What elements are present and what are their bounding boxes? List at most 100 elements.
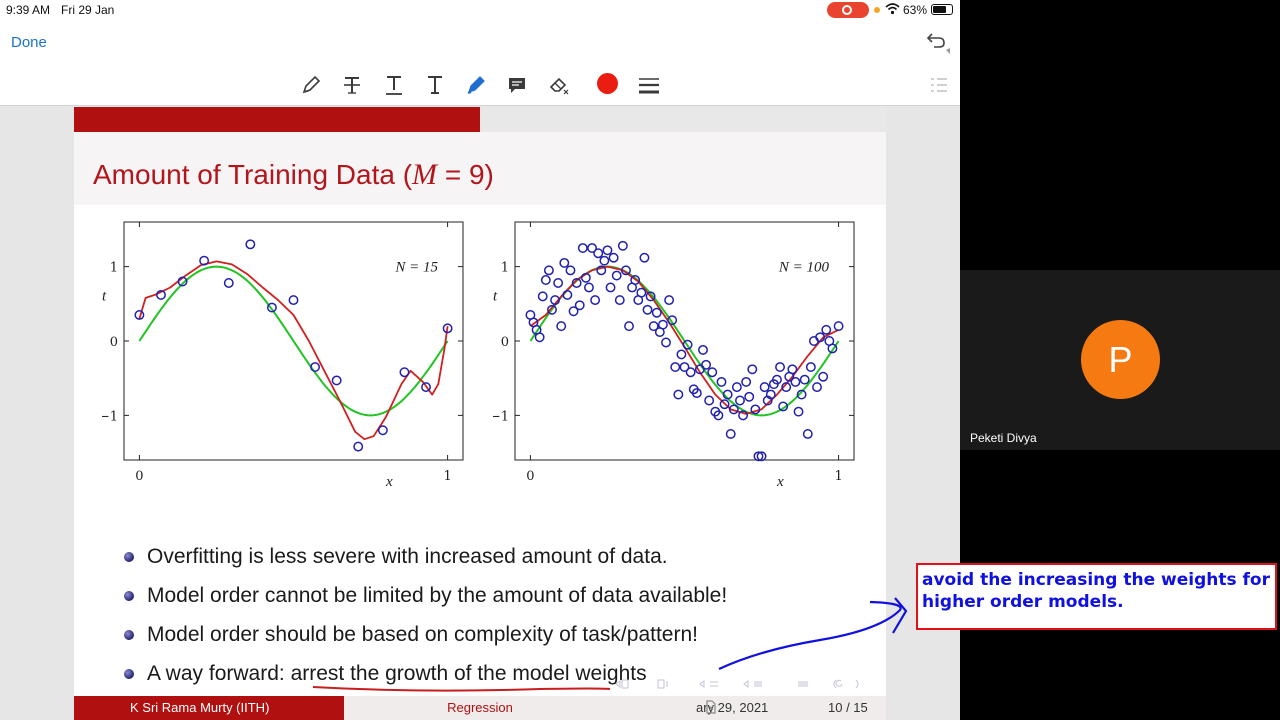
data-point	[223, 278, 234, 288]
data-point	[799, 374, 810, 385]
color-swatch[interactable]	[597, 73, 618, 94]
sample-size-annotation: N = 15	[394, 260, 438, 276]
text-icon	[428, 76, 442, 94]
line-weight-button[interactable]	[636, 72, 662, 98]
data-point	[568, 306, 579, 317]
eraser-tool-button[interactable]	[546, 72, 572, 98]
pen-icon	[302, 75, 321, 94]
data-point	[796, 389, 807, 400]
annotation-note-text: avoid the increasing the weights for hig…	[922, 570, 1270, 612]
mic-in-use-dot-icon	[874, 7, 880, 13]
participant-tile[interactable]: P Peketi Divya	[960, 270, 1280, 450]
data-point	[651, 307, 662, 318]
data-point	[802, 429, 813, 439]
slide-footer: K Sri Rama Murty (IITH) Regression ary 2…	[74, 696, 886, 720]
data-point	[543, 265, 554, 276]
thumbnails-button[interactable]	[926, 72, 952, 98]
data-point	[664, 295, 675, 306]
data-point	[738, 410, 749, 421]
underline-tool-button[interactable]	[381, 72, 407, 98]
x-tick-label: 0	[526, 469, 534, 484]
data-point	[775, 362, 785, 372]
pen-tool-button[interactable]	[298, 72, 324, 98]
data-point	[827, 343, 838, 354]
data-point	[818, 371, 829, 382]
line-weight-icon	[639, 78, 659, 94]
slide-title-prefix: Amount of Training Data (	[93, 159, 413, 190]
data-point	[805, 362, 816, 372]
data-point	[590, 295, 601, 306]
data-point	[605, 282, 616, 293]
highlighter-tool-button[interactable]	[463, 72, 489, 98]
data-point	[744, 391, 755, 402]
highlighter-pen-icon	[467, 76, 485, 94]
data-point	[756, 451, 767, 462]
data-point	[587, 243, 597, 253]
x-tick-label: 0	[135, 469, 143, 484]
done-button[interactable]: Done	[11, 34, 47, 51]
data-point	[562, 289, 573, 300]
data-point	[553, 278, 564, 288]
data-point	[574, 300, 585, 311]
avatar: P	[1081, 320, 1160, 399]
data-point	[741, 376, 752, 387]
strikethrough-tool-button[interactable]	[339, 72, 365, 98]
data-point	[556, 321, 567, 332]
pdf-annotation-viewer: 9:39 AM Fri 29 Jan 63% Done	[0, 0, 960, 720]
undo-icon	[926, 33, 950, 54]
data-point	[790, 376, 801, 387]
data-point	[673, 389, 684, 400]
data-point	[614, 295, 625, 306]
navigation-arrows-icon	[615, 679, 859, 689]
data-point	[577, 243, 588, 253]
data-point	[571, 278, 582, 288]
bullet-text: Overfitting is less severe with increase…	[147, 545, 668, 568]
data-point	[266, 302, 277, 313]
data-point	[584, 282, 594, 293]
data-point	[787, 364, 798, 375]
data-point	[661, 337, 671, 348]
text-tool-button[interactable]	[422, 72, 448, 98]
ios-status-bar: 9:39 AM Fri 29 Jan 63%	[0, 0, 960, 22]
y-tick-label: −1	[102, 409, 118, 424]
comment-tool-button[interactable]	[504, 72, 530, 98]
data-point	[540, 275, 551, 285]
slide-title-var: M	[412, 158, 438, 191]
data-point	[676, 349, 687, 360]
annotation-note-box[interactable]: avoid the increasing the weights for hig…	[916, 563, 1277, 630]
data-point	[765, 389, 776, 400]
y-tick-label: 1	[501, 261, 509, 276]
y-tick-label: 1	[110, 261, 118, 276]
data-point	[821, 324, 832, 335]
data-point	[534, 332, 545, 343]
bullet-text: A way forward: arrest the growth of the …	[147, 658, 647, 690]
bullet-list: Overfitting is less severe with increase…	[124, 541, 884, 697]
data-point	[177, 276, 188, 287]
data-point	[288, 295, 299, 306]
data-point	[679, 362, 690, 372]
data-point	[593, 248, 604, 259]
data-point	[772, 374, 782, 385]
x-tick-label: 1	[443, 469, 451, 484]
data-point	[442, 323, 453, 334]
beamer-navigation-symbols[interactable]	[610, 676, 880, 692]
slide-progress-fill	[74, 107, 480, 132]
title-band	[74, 132, 886, 205]
undo-button[interactable]	[924, 30, 950, 54]
data-point	[310, 362, 321, 372]
data-point	[778, 401, 789, 412]
status-time: 9:39 AM	[6, 3, 51, 17]
screen-recording-indicator[interactable]	[827, 2, 869, 18]
bullet-icon	[124, 630, 134, 640]
bullet-text: Model order cannot be limited by the amo…	[147, 584, 728, 607]
data-point	[156, 289, 166, 300]
data-point	[331, 375, 342, 386]
data-point	[636, 287, 647, 298]
sample-size-annotation: N = 100	[778, 260, 830, 276]
data-point	[580, 272, 591, 283]
battery-percentage: 63%	[903, 3, 928, 17]
data-point	[565, 265, 576, 276]
data-point	[793, 406, 804, 417]
fitted-curve	[138, 260, 449, 441]
y-tick-label: −1	[493, 409, 509, 424]
